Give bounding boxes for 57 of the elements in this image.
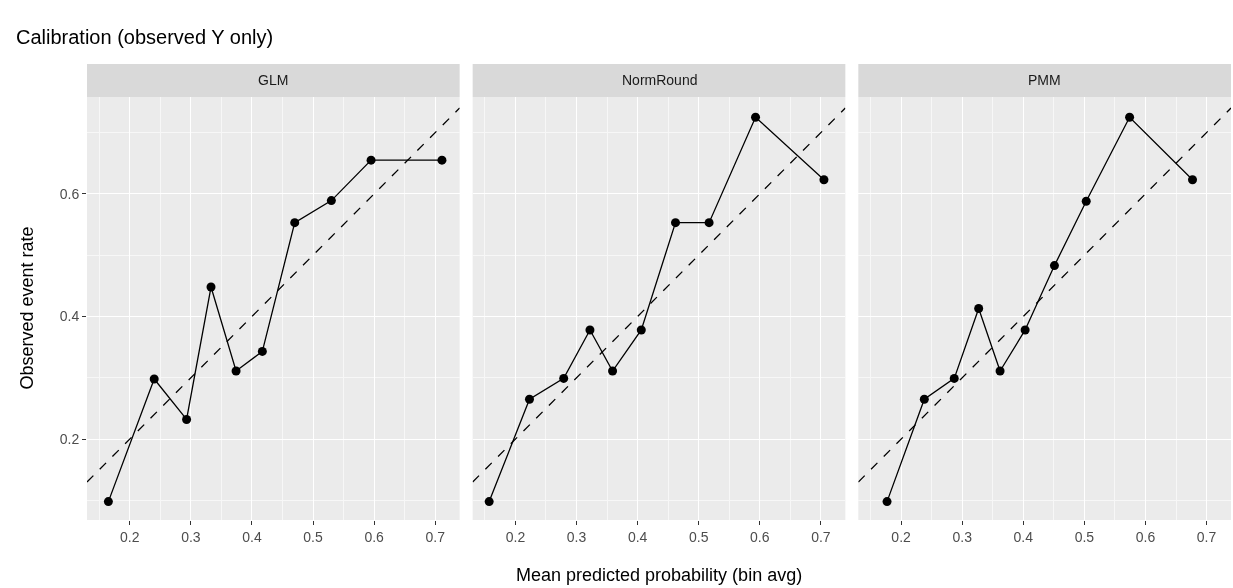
x-tick-label: 0.3 <box>952 528 973 545</box>
x-tick-label: 0.2 <box>120 528 140 545</box>
x-tick-label: 0.2 <box>891 528 912 545</box>
point <box>257 346 267 356</box>
point <box>1188 175 1198 185</box>
point <box>949 373 959 383</box>
x-tick-label: 0.6 <box>1135 528 1156 545</box>
point <box>524 394 534 404</box>
x-tick-label: 0.4 <box>627 528 648 545</box>
point <box>206 282 216 292</box>
point <box>1049 261 1059 271</box>
chart-title: Calibration (observed Y only) <box>16 26 274 48</box>
point <box>819 175 829 185</box>
point <box>182 414 192 424</box>
point <box>751 112 761 122</box>
x-tick-label: 0.3 <box>181 528 201 545</box>
point <box>559 373 569 383</box>
point <box>290 218 300 228</box>
point <box>919 394 929 404</box>
point <box>1020 325 1030 335</box>
point <box>671 218 680 228</box>
chart-subtitle: NormRound <box>622 72 698 88</box>
point <box>1081 196 1091 206</box>
point <box>103 497 113 507</box>
point <box>231 366 241 376</box>
x-tick-label: 0.5 <box>303 528 323 545</box>
point <box>882 497 892 507</box>
x-axis-title: Mean predicted probability (bin avg) <box>516 565 803 585</box>
point <box>636 325 646 335</box>
point <box>585 325 595 335</box>
x-tick-label: 0.7 <box>1196 528 1217 545</box>
point <box>608 366 618 376</box>
chart-subtitle: GLM <box>258 72 289 88</box>
x-tick-label: 0.4 <box>1013 528 1034 545</box>
point <box>437 155 447 165</box>
y-tick-label: 0.4 <box>59 308 80 325</box>
point <box>326 196 336 206</box>
x-tick-label: 0.3 <box>566 528 587 545</box>
point <box>995 366 1005 376</box>
point <box>974 304 984 313</box>
point <box>149 374 159 384</box>
chart-subtitle: PMM <box>1028 72 1061 88</box>
x-tick-label: 0.2 <box>505 528 526 545</box>
point <box>484 497 494 507</box>
x-tick-label: 0.6 <box>364 528 385 545</box>
x-tick-label: 0.6 <box>750 528 770 545</box>
y-tick-label: 0.2 <box>59 430 80 447</box>
y-tick-label: 0.6 <box>59 185 80 202</box>
point <box>1125 112 1135 122</box>
x-tick-label: 0.5 <box>1074 528 1095 545</box>
y-axis-title: Observed event rate <box>16 226 37 390</box>
point <box>366 155 376 165</box>
x-tick-label: 0.7 <box>811 528 831 545</box>
x-tick-label: 0.5 <box>688 528 709 545</box>
x-tick-label: 0.4 <box>242 528 262 545</box>
x-tick-label: 0.7 <box>425 528 446 545</box>
point <box>704 218 714 228</box>
